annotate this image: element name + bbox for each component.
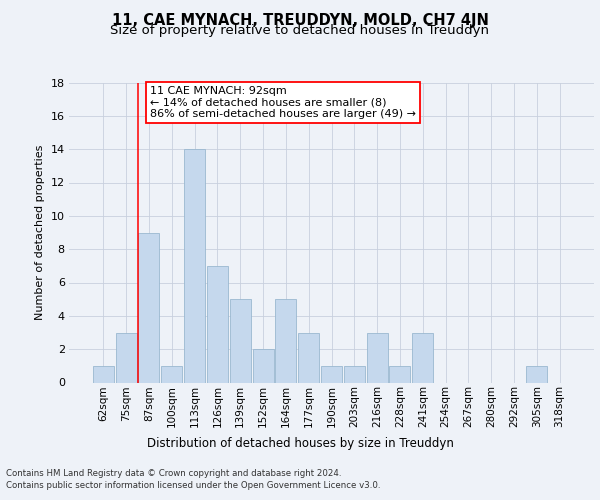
Text: 11 CAE MYNACH: 92sqm
← 14% of detached houses are smaller (8)
86% of semi-detach: 11 CAE MYNACH: 92sqm ← 14% of detached h…: [150, 86, 416, 119]
Text: 11, CAE MYNACH, TREUDDYN, MOLD, CH7 4JN: 11, CAE MYNACH, TREUDDYN, MOLD, CH7 4JN: [112, 12, 488, 28]
Bar: [344, 366, 365, 382]
Bar: [275, 299, 296, 382]
Bar: [298, 332, 319, 382]
Bar: [139, 232, 160, 382]
Text: Contains HM Land Registry data © Crown copyright and database right 2024.: Contains HM Land Registry data © Crown c…: [6, 469, 341, 478]
Bar: [161, 366, 182, 382]
Bar: [526, 366, 547, 382]
Bar: [367, 332, 388, 382]
Bar: [116, 332, 137, 382]
Text: Size of property relative to detached houses in Treuddyn: Size of property relative to detached ho…: [110, 24, 490, 37]
Bar: [321, 366, 342, 382]
Bar: [93, 366, 114, 382]
Bar: [253, 349, 274, 382]
Bar: [207, 266, 228, 382]
Bar: [412, 332, 433, 382]
Bar: [389, 366, 410, 382]
Bar: [184, 149, 205, 382]
Text: Contains public sector information licensed under the Open Government Licence v3: Contains public sector information licen…: [6, 481, 380, 490]
Bar: [230, 299, 251, 382]
Text: Distribution of detached houses by size in Treuddyn: Distribution of detached houses by size …: [146, 438, 454, 450]
Y-axis label: Number of detached properties: Number of detached properties: [35, 145, 45, 320]
